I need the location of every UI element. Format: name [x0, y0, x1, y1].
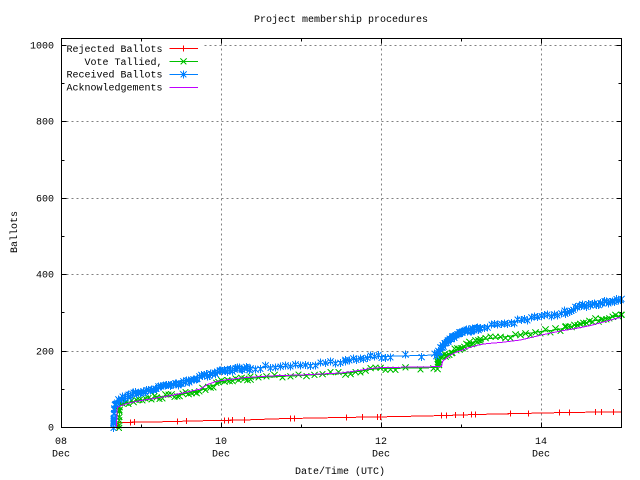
svg-text:600: 600	[36, 195, 54, 206]
svg-text:Dec: Dec	[532, 450, 550, 461]
svg-text:1000: 1000	[30, 42, 54, 53]
svg-text:Rejected Ballots: Rejected Ballots	[66, 44, 162, 56]
svg-text:200: 200	[36, 348, 54, 359]
svg-text:12: 12	[375, 437, 387, 448]
svg-text:Date/Time (UTC): Date/Time (UTC)	[295, 466, 385, 478]
svg-text:Received Ballots: Received Ballots	[66, 70, 162, 82]
svg-text:400: 400	[36, 271, 54, 282]
svg-text:Dec: Dec	[372, 450, 390, 461]
svg-text:Dec: Dec	[52, 450, 70, 461]
svg-text:800: 800	[36, 118, 54, 129]
svg-text:Project membership procedures: Project membership procedures	[254, 14, 428, 26]
svg-text:Ballots: Ballots	[9, 211, 21, 253]
svg-text:Dec: Dec	[212, 450, 230, 461]
svg-text:Acknowledgements: Acknowledgements	[66, 82, 162, 94]
svg-text:08: 08	[55, 437, 67, 448]
svg-text:Vote Tallied,: Vote Tallied,	[84, 57, 162, 69]
svg-text:10: 10	[215, 437, 227, 448]
svg-text:0: 0	[48, 424, 54, 435]
svg-text:14: 14	[535, 437, 547, 448]
